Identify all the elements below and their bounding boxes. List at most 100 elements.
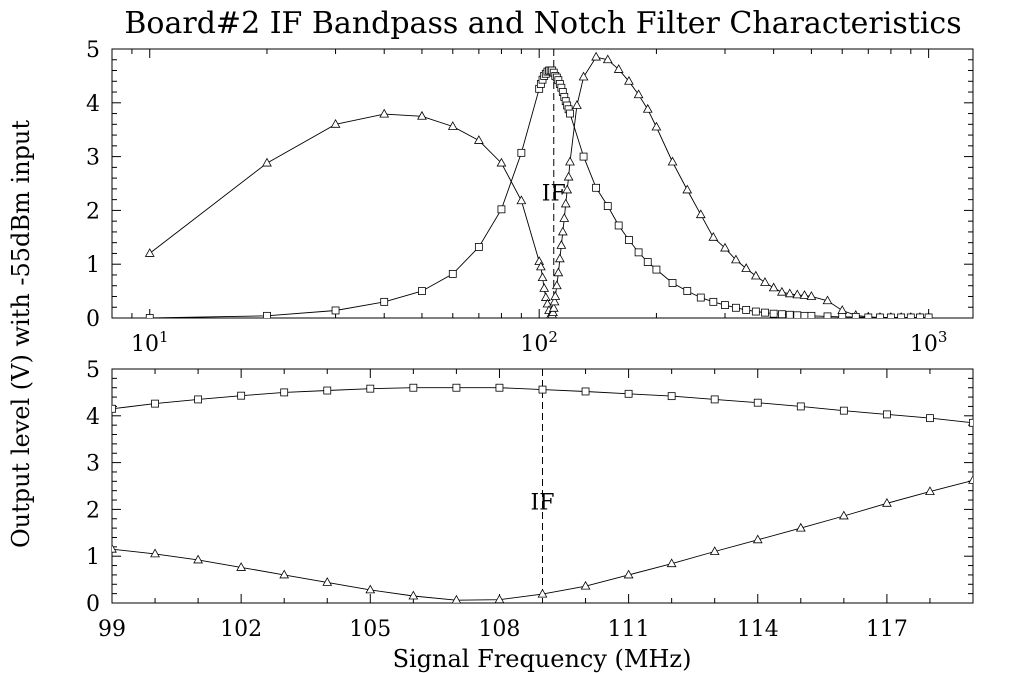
y-tick-label: 1 (86, 253, 100, 278)
triangle-data-point (560, 198, 571, 208)
y-tick-label: 5 (86, 358, 100, 383)
square-data-point (807, 311, 816, 318)
triangle-data-point (548, 302, 559, 312)
square-data-point (614, 221, 623, 230)
if-label: IF (531, 490, 555, 515)
square-data-point (448, 269, 457, 278)
if-label: IF (542, 182, 566, 207)
x-tick-label: 102 (220, 617, 262, 642)
square-data-point (778, 310, 786, 318)
square-data-point (897, 313, 906, 318)
triangle-data-point (666, 558, 677, 568)
square-data-point (538, 385, 547, 394)
triangle-data-point (968, 475, 973, 484)
triangle-data-point (193, 554, 203, 564)
triangle-data-point (553, 267, 564, 277)
triangle-data-point (760, 277, 770, 286)
triangle-data-point (777, 286, 787, 296)
square-data-point (592, 183, 600, 192)
triangle-data-point (799, 290, 810, 299)
triangle-data-point (542, 298, 553, 308)
square-data-point (839, 406, 848, 415)
triangle-data-point (451, 594, 461, 603)
series-layer (112, 383, 973, 603)
square-data-point (883, 410, 891, 419)
triangle-data-point (473, 135, 484, 144)
square-data-point (769, 309, 778, 318)
triangle-data-point (548, 307, 558, 317)
triangle-data-point (837, 305, 848, 314)
triangle-data-point (540, 292, 551, 301)
square-data-point (579, 152, 588, 161)
y-tick-label: 3 (86, 452, 100, 477)
triangle-data-point (535, 261, 546, 271)
triangle-data-point (838, 510, 849, 520)
square-data-point (497, 205, 506, 214)
square-data-point (652, 265, 661, 274)
square-data-point (886, 313, 895, 318)
x-tick-label: 103 (910, 328, 948, 357)
square-data-point (710, 395, 719, 404)
x-axis-label: Signal Frequency (MHz) (393, 645, 692, 673)
triangle-data-point (550, 291, 561, 300)
triangle-data-point (651, 121, 662, 131)
square-data-point (151, 399, 159, 408)
square-data-point (194, 395, 203, 404)
square-data-point (742, 306, 751, 314)
triangle-data-point (379, 108, 390, 118)
y-tick-label: 0 (86, 592, 100, 617)
square-data-point (366, 384, 375, 393)
triangle-data-point (572, 100, 582, 109)
triangle-data-point (322, 577, 333, 586)
triangle-data-point (752, 534, 763, 544)
x-tick-label: 117 (866, 617, 908, 642)
square-data-point (624, 389, 633, 398)
y-axis-label: Output level (V) with -55dBm input (7, 120, 35, 548)
triangle-data-point (882, 497, 892, 507)
square-data-point (668, 279, 677, 287)
x-tick-label: 108 (478, 617, 520, 642)
triangle-data-point (563, 171, 574, 181)
triangle-data-point (262, 157, 272, 167)
triangle-data-point (557, 226, 568, 236)
y-tick-label: 0 (86, 307, 100, 332)
y-tick-label: 3 (86, 146, 100, 171)
square-data-point (409, 383, 418, 392)
triangle-data-point (792, 289, 803, 299)
triangle-data-point (580, 580, 591, 590)
triangle-data-point (667, 156, 678, 166)
triangle-data-point (822, 295, 833, 305)
x-tick-label: 111 (608, 617, 650, 642)
square-data-point (418, 287, 426, 296)
triangle-data-point (682, 184, 693, 194)
square-data-point (323, 386, 332, 395)
y-tick-label: 5 (86, 38, 100, 63)
square-data-point (280, 388, 289, 397)
y-tick-label: 2 (86, 199, 100, 224)
square-data-point (796, 402, 805, 411)
triangle-data-point (795, 522, 806, 532)
triangle-data-point (806, 291, 817, 300)
triangle-data-point (537, 272, 548, 282)
triangle-data-point (539, 283, 550, 292)
square-data-point (634, 248, 643, 257)
triangle-data-point (602, 54, 613, 64)
square-data-point (263, 311, 271, 318)
triangle-data-point (562, 184, 573, 194)
square-data-point (793, 311, 802, 318)
x-tick-label: 102 (520, 328, 558, 357)
square-data-point (452, 383, 461, 392)
triangle-data-point (768, 282, 779, 292)
triangle-data-point (551, 280, 562, 290)
square-data-point (474, 243, 483, 251)
triangle-data-point (534, 256, 545, 265)
triangle-data-point (365, 584, 376, 594)
square-data-point (753, 398, 762, 407)
triangle-data-point (549, 296, 560, 306)
triangle-data-point (731, 254, 741, 264)
triangle-data-point (741, 263, 752, 272)
log-frequency-panel: 0 1 2 3 4 5 101 102 103 IF (86, 38, 974, 357)
square-data-point (721, 301, 729, 309)
triangle-data-point (496, 157, 507, 167)
x-tick-label: 105 (349, 617, 391, 642)
